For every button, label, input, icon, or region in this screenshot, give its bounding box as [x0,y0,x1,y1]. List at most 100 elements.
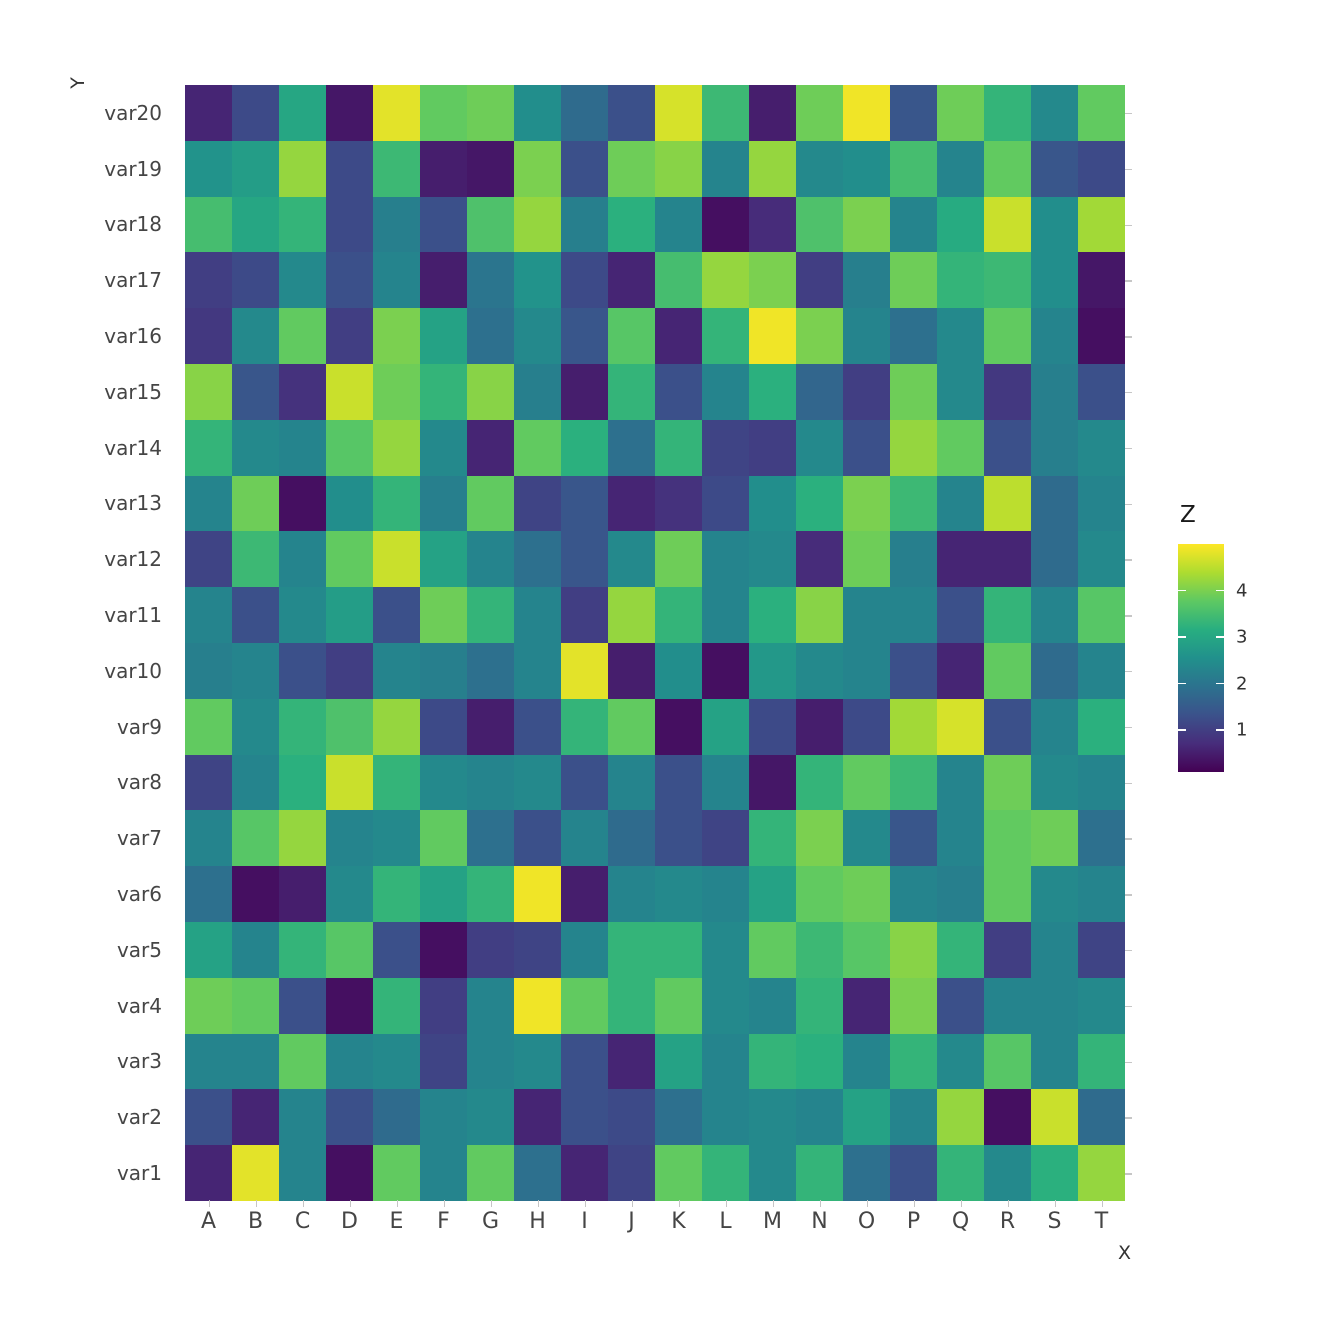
heatmap-cell [796,587,843,643]
heatmap-cell [185,977,232,1034]
y-axis-tick-mark [1125,726,1132,729]
heatmap-cell [655,810,702,867]
heatmap-cell [185,475,232,532]
heatmap-cell [608,698,655,755]
heatmap-cell [984,196,1031,253]
heatmap-cell [608,1089,655,1146]
heatmap-cell [420,531,467,588]
heatmap-cell [561,308,608,364]
heatmap-cell [608,140,655,197]
heatmap-cell [467,921,514,978]
heatmap-cell [373,1089,420,1146]
y-tick-label: var16 [104,324,162,349]
heatmap-cell [702,308,749,364]
x-axis-tick-mark [772,1200,774,1207]
y-axis-tick-mark [1125,112,1132,115]
heatmap-cell [185,531,232,588]
heatmap-cell [796,531,843,588]
heatmap-cell [420,1145,467,1201]
x-axis-tick-mark [1054,1200,1056,1207]
x-tick-label: H [529,1208,546,1234]
heatmap-cell [984,475,1031,532]
y-axis-tick-mark [1125,391,1132,394]
heatmap-cell [185,587,232,643]
heatmap-cell [937,531,984,588]
x-axis-tick-mark [490,1200,492,1207]
y-axis-tick-mark [1125,336,1132,338]
heatmap-cell [326,866,373,922]
heatmap-cell [326,754,373,811]
heatmap-cell [608,531,655,588]
y-axis-tick-mark [1125,894,1132,896]
heatmap-cell [326,587,373,643]
heatmap-cell [561,810,608,867]
heatmap-cell [279,1089,326,1146]
y-axis-tick-mark [1125,1005,1132,1008]
x-axis-tick-mark [537,1200,539,1207]
heatmap-cell [326,252,373,309]
heatmap-cell [843,140,890,197]
heatmap-cell [1031,196,1078,253]
heatmap-cell [514,642,561,699]
heatmap-cell [890,587,937,643]
heatmap-cell [843,810,890,867]
heatmap-cell [984,85,1031,141]
heatmap-cell [467,754,514,811]
heatmap-cell [749,810,796,867]
heatmap-cell [326,642,373,699]
heatmap-cell [467,1033,514,1090]
heatmap-cell [843,1089,890,1146]
heatmap-cell [1031,531,1078,588]
heatmap-cell [185,754,232,811]
heatmap-cell [326,1033,373,1090]
heatmap-cell [185,85,232,141]
y-tick-label: var14 [104,435,162,460]
heatmap-cell [984,363,1031,420]
heatmap-cell [514,531,561,588]
heatmap-cell [420,587,467,643]
heatmap-cell [561,642,608,699]
heatmap-cell [749,977,796,1034]
heatmap-cell [561,363,608,420]
heatmap-cell [702,140,749,197]
heatmap-cell [796,1089,843,1146]
heatmap-cell [373,1145,420,1201]
x-axis-tick-mark [396,1200,398,1207]
heatmap-cell [420,921,467,978]
heatmap-cell [561,1033,608,1090]
y-axis-tick-mark [1125,503,1132,505]
legend-tick-mark [1216,682,1224,685]
heatmap-cell [984,866,1031,922]
x-tick-label: G [481,1208,500,1234]
y-axis-tick-mark [1125,838,1132,840]
heatmap-cell [749,642,796,699]
y-tick-label: var12 [104,547,162,572]
heatmap-cell [937,85,984,141]
heatmap-cell [185,1145,232,1201]
heatmap-cell [514,419,561,476]
heatmap-cell [185,196,232,253]
heatmap-cell [702,866,749,922]
heatmap-cell [326,531,373,588]
heatmap-cell [937,698,984,755]
x-tick-label: S [1047,1208,1062,1234]
heatmap-cell [843,1033,890,1090]
heatmap-cell [984,754,1031,811]
heatmap-cell [279,698,326,755]
heatmap-cell [655,531,702,588]
heatmap-cell [232,419,279,476]
heatmap-cell [1031,698,1078,755]
heatmap-cell [373,754,420,811]
heatmap-cell [702,810,749,867]
heatmap-cell [514,921,561,978]
heatmap-cell [232,1089,279,1146]
y-tick-label: var8 [116,770,162,795]
x-axis-tick-labels: A B C D E F G H I J K L M N O P Q R S T [185,1205,1125,1237]
heatmap-cell [232,308,279,364]
heatmap-cell [514,866,561,922]
heatmap-cell [1031,1033,1078,1090]
heatmap-cell [1078,308,1125,364]
x-tick-label: R [999,1208,1016,1234]
heatmap-cell [514,252,561,309]
heatmap-cell [279,196,326,253]
